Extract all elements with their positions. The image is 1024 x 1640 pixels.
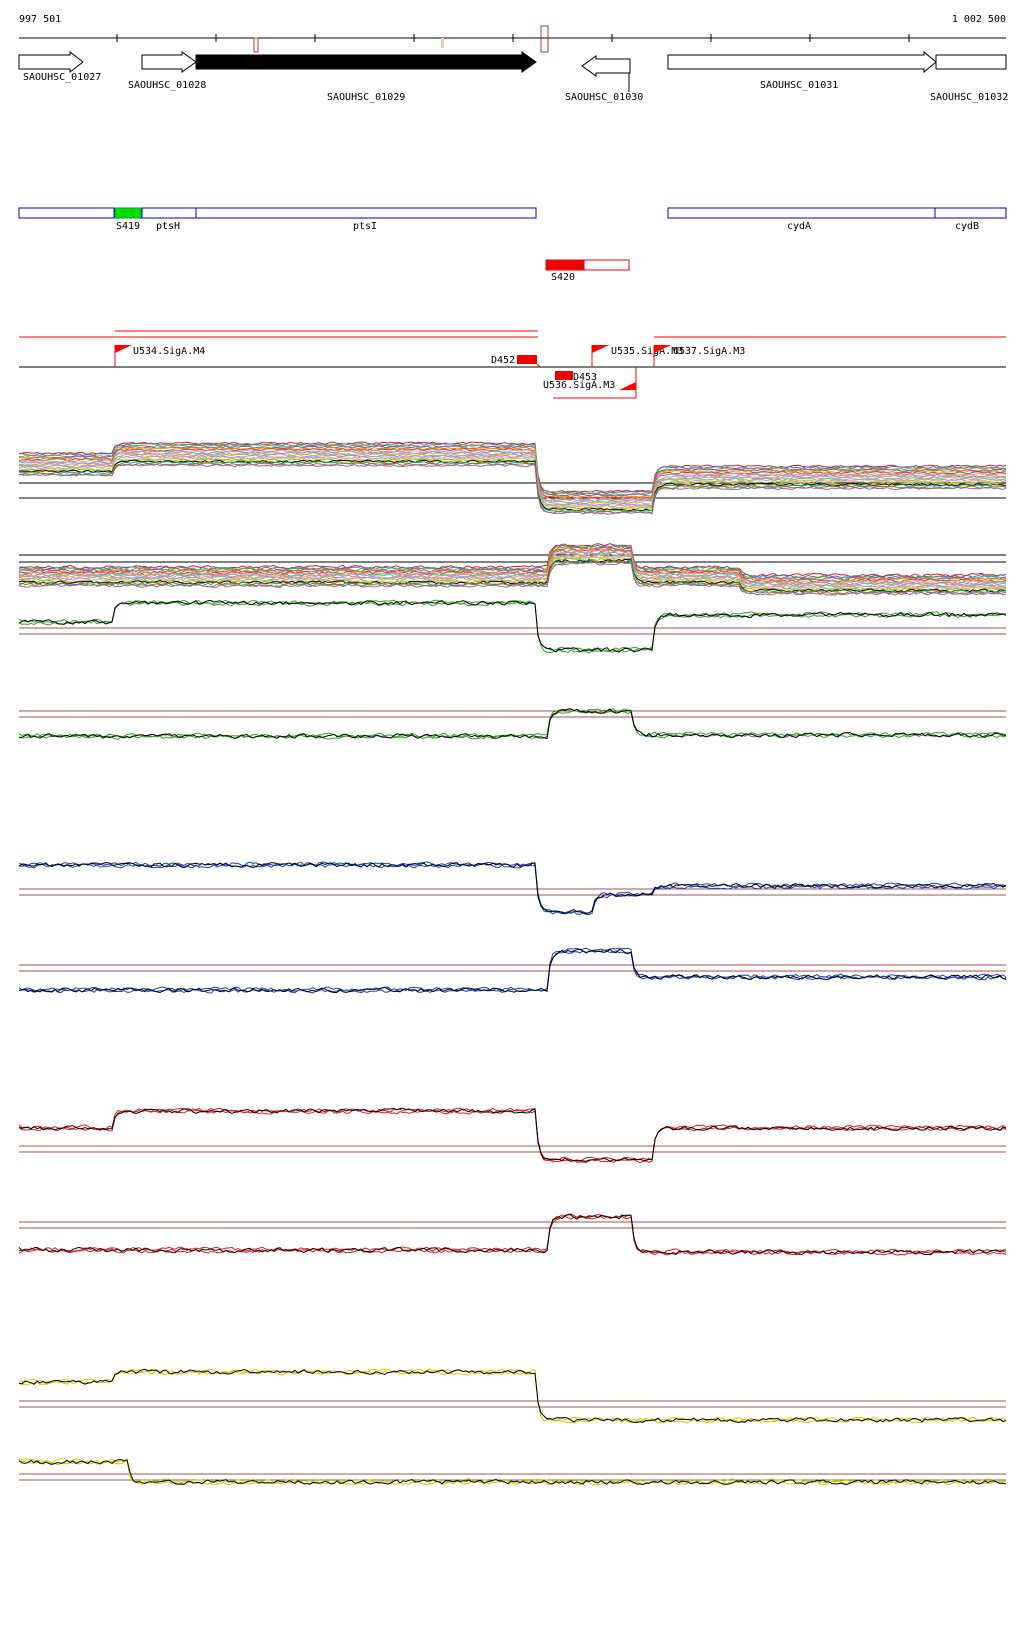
annotation-ptsi[interactable] bbox=[195, 207, 537, 219]
gene-saouhsc-01032[interactable]: SAOUHSC_01032 bbox=[930, 54, 1008, 103]
multi-trace bbox=[18, 560, 1007, 595]
annotation-track: S419 ptsH ptsI cydA cydB bbox=[18, 207, 1007, 232]
annotation-label: ptsI bbox=[353, 221, 377, 232]
gene-label: SAOUHSC_01032 bbox=[930, 92, 1008, 103]
annotation-label: S419 bbox=[116, 221, 140, 232]
multi-trace bbox=[19, 459, 1007, 512]
signal-trace bbox=[18, 1107, 1007, 1163]
multi-trace bbox=[18, 463, 1007, 515]
promoter-label: U536.SigA.M3 bbox=[543, 380, 615, 391]
signal-trace bbox=[18, 708, 1007, 738]
promoter-label: U535.SigA.M3 bbox=[611, 346, 683, 357]
multi-trace bbox=[18, 441, 1007, 493]
multi-trace bbox=[18, 450, 1007, 503]
terminator-d453[interactable]: D453 bbox=[555, 371, 597, 383]
annotation-cyda[interactable] bbox=[667, 207, 936, 219]
promoter-u536[interactable]: U536.SigA.M3 bbox=[543, 367, 637, 399]
gene-label: SAOUHSC_01027 bbox=[23, 72, 101, 83]
multi-trace bbox=[18, 546, 1007, 581]
gene-label: SAOUHSC_01028 bbox=[128, 80, 206, 91]
signal-trace bbox=[18, 862, 1007, 915]
promoter-u537[interactable]: U537.SigA.M3 bbox=[653, 345, 745, 367]
promoter-label: U537.SigA.M3 bbox=[673, 346, 745, 357]
signal-trace bbox=[18, 1458, 1007, 1486]
signal-trace bbox=[18, 1107, 1007, 1162]
gene-saouhsc-01030[interactable]: SAOUHSC_01030 bbox=[565, 55, 643, 103]
signal-trace bbox=[18, 947, 1007, 992]
terminator-d452[interactable]: D452 bbox=[491, 355, 541, 368]
multi-trace bbox=[18, 544, 1007, 579]
signal-trace bbox=[18, 710, 1007, 740]
multi-trace bbox=[18, 543, 1007, 578]
annotation-label: ptsH bbox=[156, 221, 180, 232]
expression-tracks bbox=[18, 441, 1007, 1486]
signal-trace bbox=[18, 1213, 1007, 1254]
gene-saouhsc-01027[interactable]: SAOUHSC_01027 bbox=[18, 50, 101, 83]
gene-label: SAOUHSC_01031 bbox=[760, 80, 838, 91]
multi-trace bbox=[18, 442, 1007, 495]
coord-end: 1 002 500 bbox=[952, 14, 1006, 25]
coordinate-ruler: 997 501 1 002 500 bbox=[19, 14, 1006, 53]
signal-trace bbox=[18, 708, 1006, 740]
signal-trace bbox=[18, 948, 1007, 994]
signal-trace bbox=[18, 1368, 1007, 1424]
signal-trace bbox=[18, 949, 1007, 994]
signal-trace bbox=[18, 1109, 1007, 1164]
annotation-label: cydB bbox=[955, 221, 979, 232]
signal-trace bbox=[18, 599, 1007, 653]
srna-s419[interactable] bbox=[114, 207, 143, 219]
signal-trace bbox=[19, 1368, 1007, 1422]
signal-trace bbox=[18, 599, 1007, 652]
multi-trace bbox=[18, 453, 1007, 505]
gene-saouhsc-01031[interactable]: SAOUHSC_01031 bbox=[667, 50, 937, 91]
promoter-label: U534.SigA.M4 bbox=[133, 346, 205, 357]
multi-trace bbox=[18, 557, 1007, 592]
multi-trace bbox=[18, 448, 1007, 500]
signal-trace bbox=[18, 1215, 1007, 1256]
promoter-u534[interactable]: U534.SigA.M4 bbox=[114, 345, 205, 367]
annotation-label: cydA bbox=[787, 221, 811, 232]
gene-label: SAOUHSC_01029 bbox=[327, 92, 405, 103]
signal-trace bbox=[18, 1458, 1007, 1484]
gene-saouhsc-01028[interactable]: SAOUHSC_01028 bbox=[128, 51, 206, 91]
gene-track: SAOUHSC_01027 SAOUHSC_01028 SAOUHSC_0102… bbox=[18, 50, 1008, 103]
signal-trace bbox=[18, 1370, 1007, 1424]
signal-trace bbox=[18, 601, 1007, 654]
multi-trace bbox=[18, 458, 1007, 510]
srna-s420[interactable]: S420 bbox=[545, 259, 630, 283]
signal-trace bbox=[18, 1460, 1007, 1486]
multi-trace bbox=[18, 444, 1007, 496]
multi-trace bbox=[18, 548, 1007, 583]
promoter-track: U534.SigA.M4 D452 U535.SigA.M3 D453 U536… bbox=[19, 330, 1006, 399]
coord-start: 997 501 bbox=[19, 14, 61, 25]
sregion-label: S420 bbox=[551, 272, 575, 283]
terminator-label: D453 bbox=[573, 372, 597, 383]
annotation-cydb[interactable] bbox=[934, 207, 1007, 219]
signal-trace bbox=[18, 1214, 1007, 1256]
annotation-ptsh[interactable] bbox=[141, 207, 197, 219]
multi-trace bbox=[18, 551, 1007, 585]
multi-trace bbox=[18, 457, 1007, 509]
gene-saouhsc-01029[interactable]: SAOUHSC_01029 bbox=[195, 51, 537, 103]
multi-trace bbox=[18, 561, 1007, 596]
terminator-label: D452 bbox=[491, 355, 515, 366]
promoter-u535[interactable]: U535.SigA.M3 bbox=[591, 345, 683, 367]
gene-label: SAOUHSC_01030 bbox=[565, 92, 643, 103]
multi-trace bbox=[18, 461, 1007, 513]
multi-trace bbox=[18, 455, 1007, 508]
multi-trace bbox=[18, 556, 1007, 591]
